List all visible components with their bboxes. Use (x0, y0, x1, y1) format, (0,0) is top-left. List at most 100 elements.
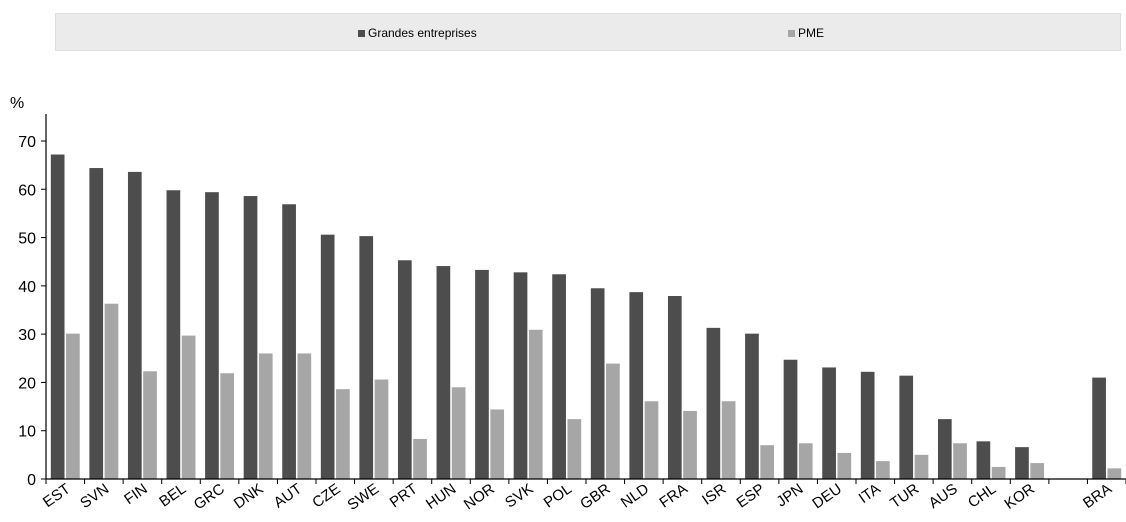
bar-large-SWE (359, 236, 374, 479)
y-axis-label: % (10, 95, 24, 112)
x-tick-label: ESP (734, 480, 768, 511)
legend-label-sme: PME (798, 26, 825, 40)
bar-large-KOR (1015, 447, 1029, 479)
bar-large-POL (552, 274, 566, 479)
bar-large-EST (50, 154, 65, 479)
legend-swatch-large (358, 29, 365, 37)
y-tick-label: 10 (18, 424, 36, 441)
x-tick-label: SWE (344, 480, 382, 514)
y-tick-label: 20 (18, 375, 36, 392)
y-tick-label: 0 (27, 472, 36, 489)
bar-sme-JPN (798, 443, 813, 479)
bar-sme-ESP (760, 445, 775, 479)
x-tick-label: FIN (121, 480, 151, 508)
y-tick-label: 60 (18, 182, 36, 199)
bar-large-PRT (397, 260, 412, 479)
x-tick-label: EST (40, 480, 74, 511)
x-tick-label: GRC (191, 480, 228, 513)
x-tick-label: BEL (156, 480, 189, 510)
bar-sme-TUR (914, 454, 929, 479)
bar-sme-EST (66, 333, 80, 479)
bar-sme-KOR (1030, 463, 1045, 479)
y-tick-label: 30 (18, 327, 36, 344)
x-tick-label: NLD (618, 480, 652, 511)
bar-sme-DNK (258, 353, 273, 479)
bar-sme-NLD (644, 401, 659, 479)
bar-large-NOR (475, 269, 489, 479)
legend-item-sme: PME (788, 26, 824, 40)
x-axis: EST SVN FIN BEL GRC DNK AUT CZE SWE PRT HUN NOR SVK P… (40, 478, 1126, 514)
bar-sme-HUN (451, 387, 466, 479)
bar-sme-GBR (606, 363, 620, 479)
bar-large-TUR (899, 375, 914, 479)
x-tick-label: DEU (809, 480, 845, 512)
x-tick-label: TUR (887, 480, 922, 512)
bar-sme-SWE (374, 379, 389, 479)
y-tick-label: 40 (18, 279, 36, 296)
bar-sme-AUS (953, 443, 967, 479)
x-tick-label: SVK (502, 480, 536, 511)
bar-large-ITA (860, 371, 875, 479)
x-tick-label: ISR (699, 480, 729, 508)
bar-large-BEL (166, 190, 181, 479)
x-tick-label: NOR (461, 480, 498, 513)
legend: Grandes entreprises PME (55, 13, 1121, 51)
bar-large-FRA (667, 295, 682, 479)
bar-large-ISR (706, 327, 721, 479)
bar-sme-PRT (413, 438, 427, 479)
bar-large-NLD (629, 292, 644, 479)
bars (50, 154, 1122, 480)
bar-sme-POL (567, 419, 582, 479)
bar-large-AUT (282, 204, 296, 480)
bar-large-HUN (436, 266, 451, 479)
x-tick-label: POL (541, 480, 575, 511)
x-tick-label: GBR (577, 480, 614, 513)
x-tick-label: JPN (773, 480, 806, 510)
x-tick-label: CHL (965, 480, 999, 511)
bar-large-SVK (513, 272, 528, 479)
bar-large-ESP (745, 333, 759, 479)
legend-label-large: Grandes entreprises (368, 26, 477, 40)
x-tick-label: PRT (387, 480, 421, 511)
bar-sme-SVK (528, 329, 543, 479)
y-tick-label: 50 (18, 231, 36, 248)
x-tick-label: FRA (656, 480, 690, 511)
bar-sme-FIN (143, 371, 157, 479)
bar-sme-BEL (181, 335, 196, 479)
legend-item-large: Grandes entreprises (358, 26, 477, 40)
bar-large-BRA (1092, 377, 1106, 479)
bar-sme-GRC (220, 373, 235, 479)
bar-sme-AUT (297, 353, 312, 479)
bar-sme-ITA (876, 461, 890, 479)
x-tick-label: CZE (309, 480, 343, 511)
bar-large-SVN (89, 168, 104, 480)
bar-sme-SVN (104, 303, 119, 479)
bar-sme-CZE (336, 389, 350, 479)
bar-sme-DEU (837, 452, 852, 479)
y-tick-label: 70 (18, 134, 36, 151)
bar-large-CZE (320, 234, 335, 479)
bar-sme-ISR (721, 401, 736, 479)
bar-large-GBR (590, 288, 605, 479)
bar-sme-BRA (1107, 468, 1122, 479)
x-tick-label: AUS (926, 480, 961, 512)
bar-large-AUS (937, 419, 952, 479)
x-tick-label: SVN (77, 480, 112, 512)
bar-sme-NOR (490, 409, 505, 479)
x-tick-label: HUN (423, 480, 459, 513)
x-tick-label: ITA (856, 480, 884, 507)
x-tick-label: KOR (1001, 480, 1038, 513)
bar-large-FIN (127, 171, 142, 479)
x-tick-label: AUT (271, 480, 305, 511)
legend-swatch-sme (788, 29, 795, 37)
x-tick-label: BRA (1080, 480, 1115, 512)
bar-sme-FRA (683, 410, 697, 479)
bar-large-DNK (243, 196, 258, 479)
bar-large-JPN (783, 359, 798, 479)
bar-large-DEU (822, 367, 836, 479)
bar-large-GRC (205, 192, 219, 479)
x-tick-label: DNK (231, 480, 267, 512)
y-axis: 0 10 20 30 40 50 60 70 (18, 114, 47, 489)
bar-sme-CHL (991, 466, 1006, 479)
